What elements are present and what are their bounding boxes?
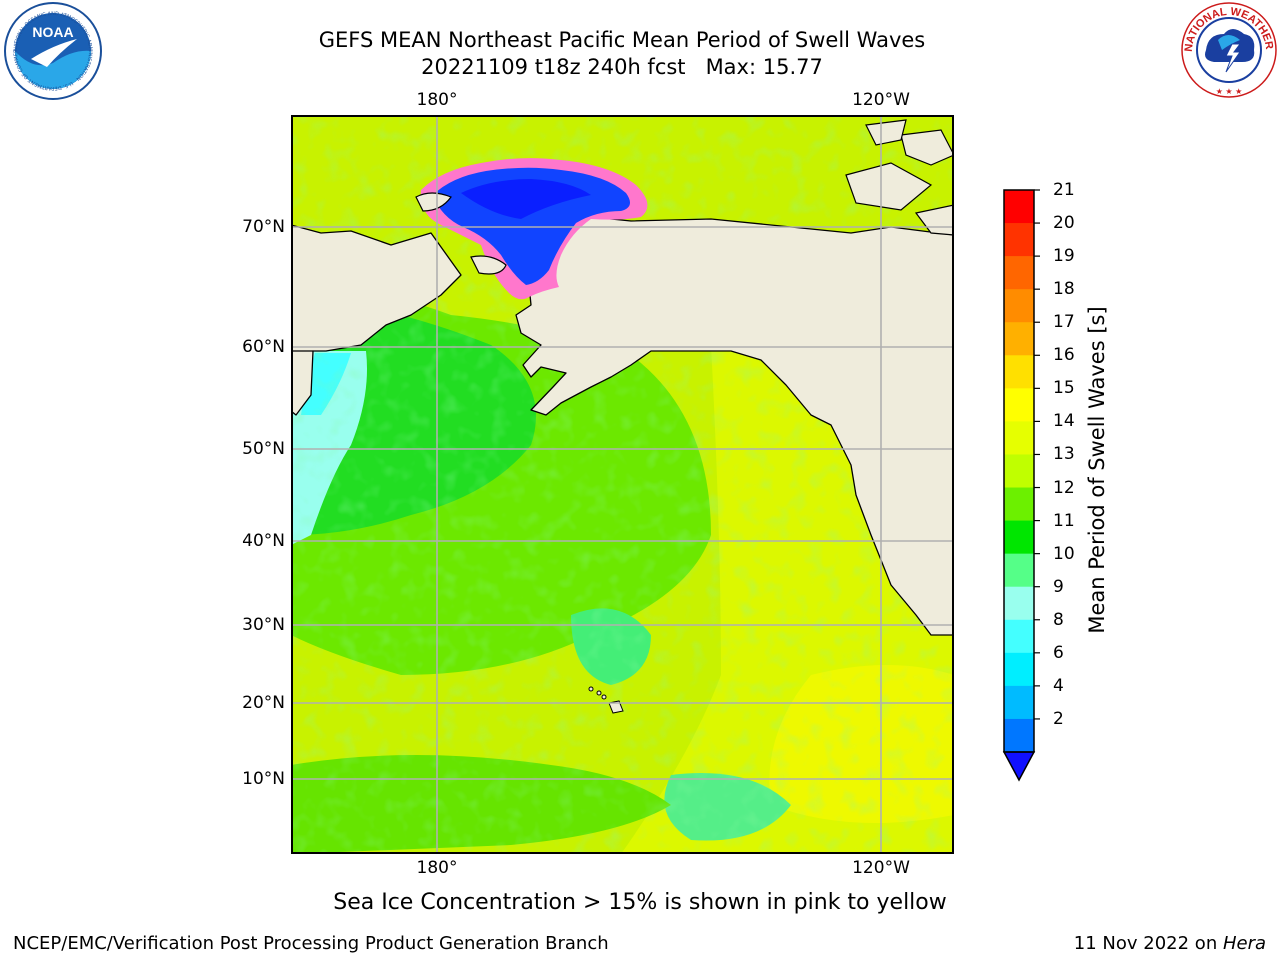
colorbar-bin [1004,355,1034,389]
swell-period-map [291,115,954,854]
graticule [291,115,954,854]
colorbar-tick-label: 2 [1053,708,1064,729]
colorbar-tick-label: 14 [1053,411,1075,432]
colorbar-tick-label: 4 [1053,675,1064,696]
colorbar-tick-label: 20 [1053,213,1075,234]
nws-logo: NATIONAL WEATHER SERVICE ★ ★ ★ [1178,0,1277,98]
map-title: GEFS MEAN Northeast Pacific Mean Period … [318,28,926,52]
footer-machine: Hera [1222,933,1266,954]
colorbar-bin [1004,421,1034,455]
lat-label-20n: 20°N [242,693,285,713]
land [291,216,954,636]
colorbar-bin [1004,454,1034,489]
lon-label-top-180: 180° [416,90,458,110]
colorbar-tick-label: 12 [1053,477,1075,498]
lat-label-30n: 30°N [242,615,285,635]
lat-label-60n: 60°N [242,337,285,357]
svg-text:★ ★ ★: ★ ★ ★ [1216,87,1243,96]
colorbar-bin [1004,322,1034,356]
colorbar-tick-label: 9 [1053,576,1064,597]
colorbar-bin [1004,256,1034,290]
noaa-logo: NOAA NATIONAL OCEANIC AND ATMOSPHERIC AD… [3,1,102,100]
colorbar-bin [1004,190,1034,224]
colorbar-tick-label: 13 [1053,444,1075,465]
colorbar-bin [1004,619,1034,654]
sea-ice-caption: Sea Ice Concentration > 15% is shown in … [333,890,947,915]
colorbar-label: Mean Period of Swell Waves [s] [1085,306,1109,634]
colorbar-tick-label: 6 [1053,642,1064,663]
colorbar-bin [1004,388,1034,422]
footer-date: 11 Nov 2022 on Hera [1074,933,1266,954]
colorbar-tick-label: 18 [1053,279,1075,300]
colorbar-bin [1004,520,1034,555]
lat-label-10n: 10°N [242,769,285,789]
hawaii [588,686,624,714]
lon-label-bottom-120w: 120°W [852,858,910,878]
footer-date-text: 11 Nov 2022 on [1073,933,1223,954]
colorbar-tick-label: 11 [1053,510,1075,531]
colorbar-tick-label: 16 [1053,345,1075,366]
colorbar-tick-label: 17 [1053,312,1075,333]
colorbar-tick-label: 8 [1053,609,1064,630]
colorbar-bin [1004,223,1034,257]
colorbar-extend-triangle [1002,751,1036,782]
colorbar-bin [1004,586,1034,621]
colorbar-bin [1004,553,1034,588]
lon-label-top-120w: 120°W [852,90,910,110]
colorbar-bin [1004,718,1034,753]
colorbar-tick-label: 15 [1053,378,1075,399]
colorbar-tick-label: 10 [1053,543,1075,564]
lat-label-40n: 40°N [242,531,285,551]
colorbar-bin [1004,685,1034,720]
lat-label-50n: 50°N [242,439,285,459]
colorbar-bin [1004,289,1034,323]
lat-label-70n: 70°N [242,217,285,237]
map-subtitle: 20221109 t18z 240h fcst Max: 15.77 [421,55,823,79]
colorbar-tick-label: 19 [1053,246,1075,267]
arctic-islands [845,119,954,236]
colorbar-bin [1004,652,1034,687]
colorbar [1002,189,1040,782]
lon-label-bottom-180: 180° [416,858,458,878]
footer-credit: NCEP/EMC/Verification Post Processing Pr… [13,933,609,954]
colorbar-bin [1004,487,1034,522]
svg-text:NOAA: NOAA [32,24,73,40]
colorbar-tick-label: 21 [1053,180,1075,200]
